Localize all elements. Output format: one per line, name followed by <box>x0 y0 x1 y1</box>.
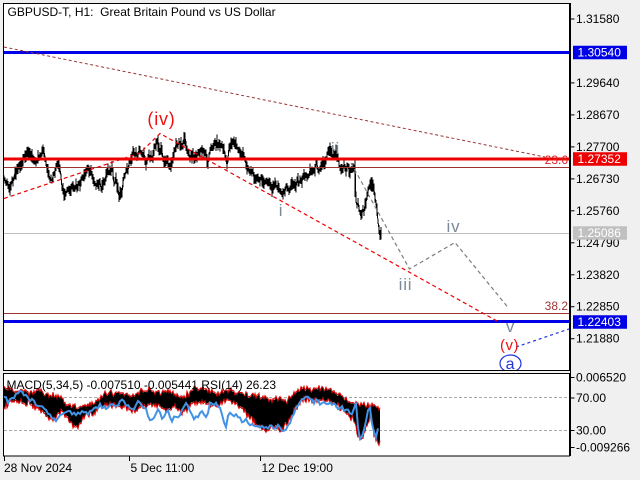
svg-text:1.30540: 1.30540 <box>578 46 622 60</box>
svg-text:1.26730: 1.26730 <box>576 172 620 186</box>
svg-text:1.28670: 1.28670 <box>576 108 620 122</box>
svg-text:a: a <box>506 356 516 373</box>
svg-text:1.27352: 1.27352 <box>578 152 622 166</box>
svg-text:1.22403: 1.22403 <box>578 315 622 329</box>
svg-text:70.00: 70.00 <box>576 391 606 405</box>
svg-text:38.2: 38.2 <box>545 299 569 313</box>
svg-text:28 Nov 2024: 28 Nov 2024 <box>4 461 72 475</box>
svg-text:iv: iv <box>447 217 461 236</box>
svg-text:23.6: 23.6 <box>545 153 569 167</box>
svg-text:1.31580: 1.31580 <box>576 12 620 26</box>
svg-text:5 Dec 11:00: 5 Dec 11:00 <box>131 461 195 475</box>
svg-text:-0.009266: -0.009266 <box>576 441 630 455</box>
svg-text:iii: iii <box>399 275 413 294</box>
svg-text:i: i <box>279 201 284 220</box>
svg-text:1.25086: 1.25086 <box>578 226 622 240</box>
svg-text:1.22850: 1.22850 <box>576 300 620 314</box>
svg-text:1.21880: 1.21880 <box>576 332 620 346</box>
svg-text:1.29640: 1.29640 <box>576 76 620 90</box>
svg-text:ii: ii <box>331 139 340 158</box>
svg-text:MACD(5,34,5) -0.007510 -0.0054: MACD(5,34,5) -0.007510 -0.005441 RSI(14)… <box>7 378 277 392</box>
svg-text:GBPUSD-T, H1: Great Britain P: GBPUSD-T, H1: Great Britain Pound vs US … <box>8 5 276 19</box>
svg-text:1.25760: 1.25760 <box>576 204 620 218</box>
svg-text:(v): (v) <box>500 337 519 354</box>
svg-text:30.00: 30.00 <box>576 424 606 438</box>
svg-text:12 Dec 19:00: 12 Dec 19:00 <box>262 461 334 475</box>
svg-text:(iv): (iv) <box>147 109 175 129</box>
svg-text:1.23820: 1.23820 <box>576 268 620 282</box>
svg-text:v: v <box>506 317 515 336</box>
svg-text:0.006520: 0.006520 <box>576 371 626 385</box>
svg-text:1.27700: 1.27700 <box>576 140 620 154</box>
